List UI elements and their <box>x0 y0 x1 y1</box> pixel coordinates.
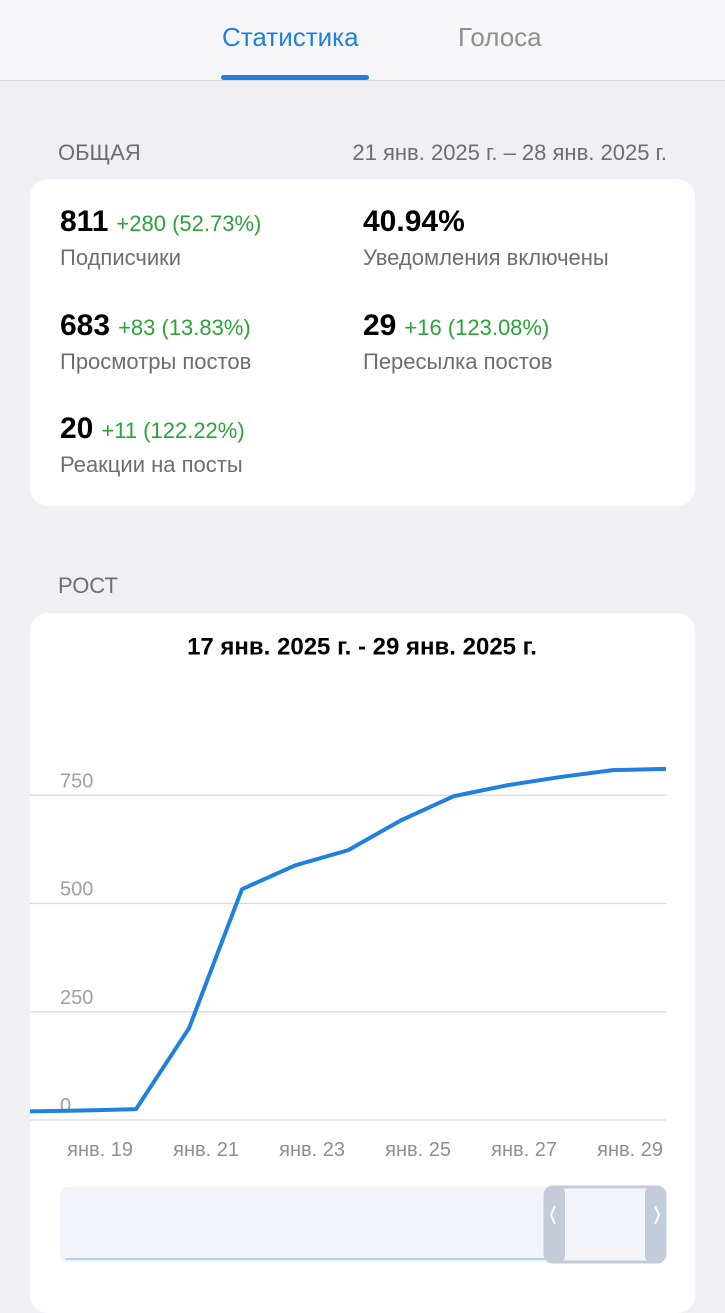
navigator-handle[interactable] <box>545 1187 565 1262</box>
y-tick-label: 500 <box>60 879 93 901</box>
stat-value: 29 <box>363 309 397 342</box>
stat-value: 40.94% <box>363 205 465 238</box>
x-tick-label: янв. 21 <box>173 1139 239 1161</box>
stat-change: +280 (52.73%) <box>116 211 262 236</box>
stat: 40.94% Уведомления включены <box>363 205 609 271</box>
x-tick-label: янв. 25 <box>385 1139 451 1161</box>
y-tick-label: 0 <box>60 1095 71 1117</box>
tab[interactable]: Голоса <box>458 22 542 52</box>
stat-label: Подписчики <box>60 245 182 270</box>
handle-arrows <box>549 1205 661 1225</box>
stat-label: Пересылка постов <box>363 349 553 374</box>
tab-indicator <box>221 75 369 80</box>
stats-card: 811 +280 (52.73%) Подписчики 40.94% Уведомле… <box>30 179 695 506</box>
tab-bar: Статистика Голоса <box>0 0 725 81</box>
stat: 20 +11 (122.22%) Реакции на посты <box>60 412 245 478</box>
x-tick-label: янв. 29 <box>597 1139 663 1161</box>
stat-value: 811 <box>60 205 109 238</box>
chart-title: 17 янв. 2025 г. - 29 янв. 2025 г. <box>187 633 537 660</box>
stat-label: Уведомления включены <box>363 245 609 270</box>
stat: 29 +16 (123.08%) Пересылка постов <box>363 309 553 375</box>
tab-active[interactable]: Статистика <box>222 22 359 52</box>
navigator[interactable] <box>60 1187 665 1262</box>
line <box>29 766 667 1114</box>
stat-label: Реакции на посты <box>60 452 243 477</box>
stat-row: 29 +16 (123.08%) <box>363 309 553 343</box>
stat: 811 +280 (52.73%) Подписчики <box>60 205 261 271</box>
stat-change: +11 (122.22%) <box>101 418 245 443</box>
stat-label: Просмотры постов <box>60 349 252 374</box>
x-tick-label: янв. 19 <box>67 1139 133 1161</box>
stat-change: +16 (123.08%) <box>404 315 550 340</box>
y-tick-label: 250 <box>60 987 93 1009</box>
period: 21 янв. 2025 г. – 28 янв. 2025 г. <box>352 140 667 165</box>
stat-row: 811 +280 (52.73%) <box>60 205 261 239</box>
stat: 683 +83 (13.83%) Просмотры постов <box>60 309 251 375</box>
stat-value: 20 <box>60 412 94 445</box>
stat-row: 20 +11 (122.22%) <box>60 412 245 446</box>
x-tick-label: янв. 23 <box>279 1139 345 1161</box>
x-tick-label: янв. 27 <box>491 1139 557 1161</box>
stat-value: 683 <box>60 309 111 342</box>
section-title: РОСТ <box>58 573 118 598</box>
section-title: ОБЩАЯ <box>58 140 141 165</box>
stat-change: +83 (13.83%) <box>118 315 251 340</box>
navigator-handle[interactable] <box>645 1187 665 1262</box>
stat-row: 683 +83 (13.83%) <box>60 309 251 343</box>
stat-row: 40.94% <box>363 205 609 239</box>
chart: 17 янв. 2025 г. - 29 янв. 2025 г. 0 250 50… <box>29 633 667 1264</box>
y-tick-label: 750 <box>60 770 93 792</box>
